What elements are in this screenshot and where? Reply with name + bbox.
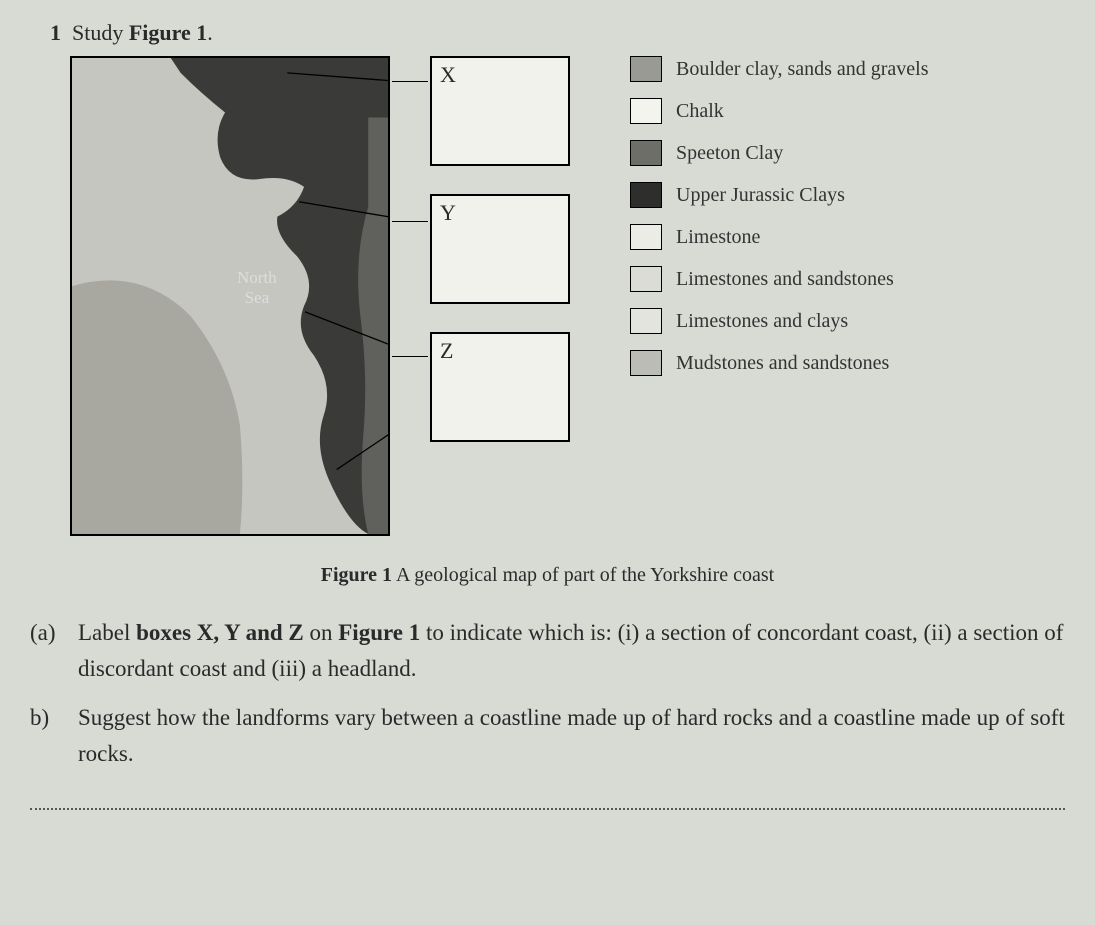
legend: Boulder clay, sands and gravels Chalk Spee…: [630, 56, 929, 376]
answer-line[interactable]: [30, 808, 1065, 810]
legend-label: Limestones and clays: [676, 310, 848, 333]
sea-label: North Sea: [237, 268, 277, 309]
legend-swatch: [630, 98, 662, 124]
legend-label: Limestone: [676, 226, 760, 249]
legend-swatch: [630, 308, 662, 334]
legend-swatch: [630, 56, 662, 82]
figure-1: North Sea X Y Z Boulder clay, sands and …: [70, 56, 1065, 546]
legend-swatch: [630, 350, 662, 376]
legend-row: Limestones and clays: [630, 308, 929, 334]
legend-label: Boulder clay, sands and gravels: [676, 58, 929, 81]
connector-y: [392, 221, 428, 222]
answer-box-x[interactable]: X: [430, 56, 570, 166]
answer-boxes: X Y Z: [430, 56, 570, 442]
qb-text: Suggest how the landforms vary between a…: [78, 700, 1065, 771]
question-list: (a) Label boxes X, Y and Z on Figure 1 t…: [30, 615, 1065, 772]
title-bold: Figure 1: [129, 20, 207, 45]
legend-label: Limestones and sandstones: [676, 268, 894, 291]
title-suffix: .: [207, 20, 213, 45]
legend-row: Limestones and sandstones: [630, 266, 929, 292]
map-svg: [72, 58, 388, 534]
qb-marker: b): [30, 700, 78, 771]
legend-swatch: [630, 140, 662, 166]
legend-swatch: [630, 266, 662, 292]
qa-marker: (a): [30, 615, 78, 686]
caption-rest: A geological map of part of the Yorkshir…: [392, 564, 774, 586]
legend-label: Upper Jurassic Clays: [676, 184, 845, 207]
box-x-label: X: [440, 62, 456, 87]
box-y-label: Y: [440, 200, 456, 225]
qa-bold1: boxes X, Y and Z: [136, 620, 304, 645]
connector-x: [392, 81, 428, 82]
legend-row: Speeton Clay: [630, 140, 929, 166]
answer-box-y[interactable]: Y: [430, 194, 570, 304]
legend-label: Mudstones and sandstones: [676, 352, 889, 375]
legend-label: Speeton Clay: [676, 142, 783, 165]
title-prefix: Study: [72, 20, 129, 45]
legend-row: Limestone: [630, 224, 929, 250]
figure-caption: Figure 1 A geological map of part of the…: [30, 564, 1065, 587]
caption-bold: Figure 1: [321, 564, 392, 586]
legend-label: Chalk: [676, 100, 724, 123]
legend-row: Mudstones and sandstones: [630, 350, 929, 376]
geological-map: North Sea: [70, 56, 390, 536]
legend-row: Chalk: [630, 98, 929, 124]
qa-pre: Label: [78, 620, 136, 645]
question-b: b) Suggest how the landforms vary betwee…: [30, 700, 1065, 771]
qa-text: Label boxes X, Y and Z on Figure 1 to in…: [78, 615, 1065, 686]
sea-label-line2: Sea: [245, 288, 270, 307]
connector-z1: [392, 356, 428, 357]
qa-mid: on: [304, 620, 339, 645]
title-number: 1: [50, 20, 61, 45]
legend-row: Upper Jurassic Clays: [630, 182, 929, 208]
sea-label-line1: North: [237, 268, 277, 287]
legend-swatch: [630, 224, 662, 250]
question-title: 1 Study Figure 1.: [50, 20, 1065, 46]
qa-bold2: Figure 1: [338, 620, 420, 645]
legend-swatch: [630, 182, 662, 208]
question-a: (a) Label boxes X, Y and Z on Figure 1 t…: [30, 615, 1065, 686]
legend-row: Boulder clay, sands and gravels: [630, 56, 929, 82]
answer-box-z[interactable]: Z: [430, 332, 570, 442]
box-z-label: Z: [440, 338, 453, 363]
